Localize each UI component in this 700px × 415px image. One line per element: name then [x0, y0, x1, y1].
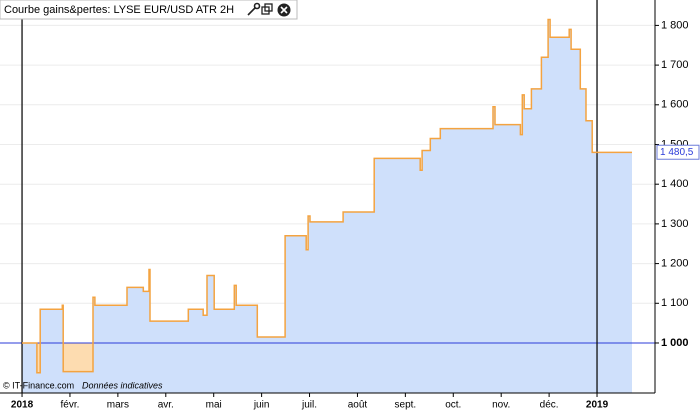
x-tick-label: août: [348, 400, 368, 411]
y-tick-label: 1 300: [661, 218, 689, 230]
line: [22, 18, 632, 374]
x-tick-label: mai: [206, 400, 222, 411]
y-tick-label: 1 200: [661, 257, 689, 269]
chart-title: Courbe gains&pertes: LYSE EUR/USD ATR 2H: [4, 4, 234, 16]
window-icon[interactable]: [261, 3, 273, 15]
wrench-icon[interactable]: [247, 2, 261, 16]
plot-area: [0, 0, 659, 397]
area: [22, 19, 633, 393]
last-value-label: 1 480,5: [660, 147, 694, 158]
x-tick-label: mars: [107, 400, 129, 411]
title-box: [0, 0, 298, 20]
negative-area: [22, 342, 633, 373]
y-tick-label: 1 100: [661, 297, 689, 309]
x-tick-label: nov.: [492, 400, 510, 411]
y-tick-label: 1 000: [661, 337, 689, 349]
close-icon[interactable]: [277, 3, 291, 17]
y-tick-label: 1 800: [661, 19, 689, 31]
credit: © IT-Finance.com: [3, 380, 74, 390]
x-tick-label: févr.: [61, 400, 80, 411]
last-value-box: [656, 144, 700, 160]
x-tick-label: oct.: [445, 400, 461, 411]
x-tick-label: 2019: [586, 400, 609, 411]
y-tick-label: 1 400: [661, 178, 689, 190]
x-tick-label: déc.: [540, 400, 559, 411]
x-tick-label: juil.: [301, 400, 317, 411]
y-tick-label: 1 600: [661, 99, 689, 111]
note: Données indicatives: [82, 380, 163, 390]
x-tick-label: 2018: [11, 400, 34, 411]
x-tick-label: juin: [253, 400, 270, 411]
y-tick-label: 1 700: [661, 59, 689, 71]
x-tick-label: sept.: [395, 400, 417, 411]
x-tick-label: avr.: [158, 400, 174, 411]
